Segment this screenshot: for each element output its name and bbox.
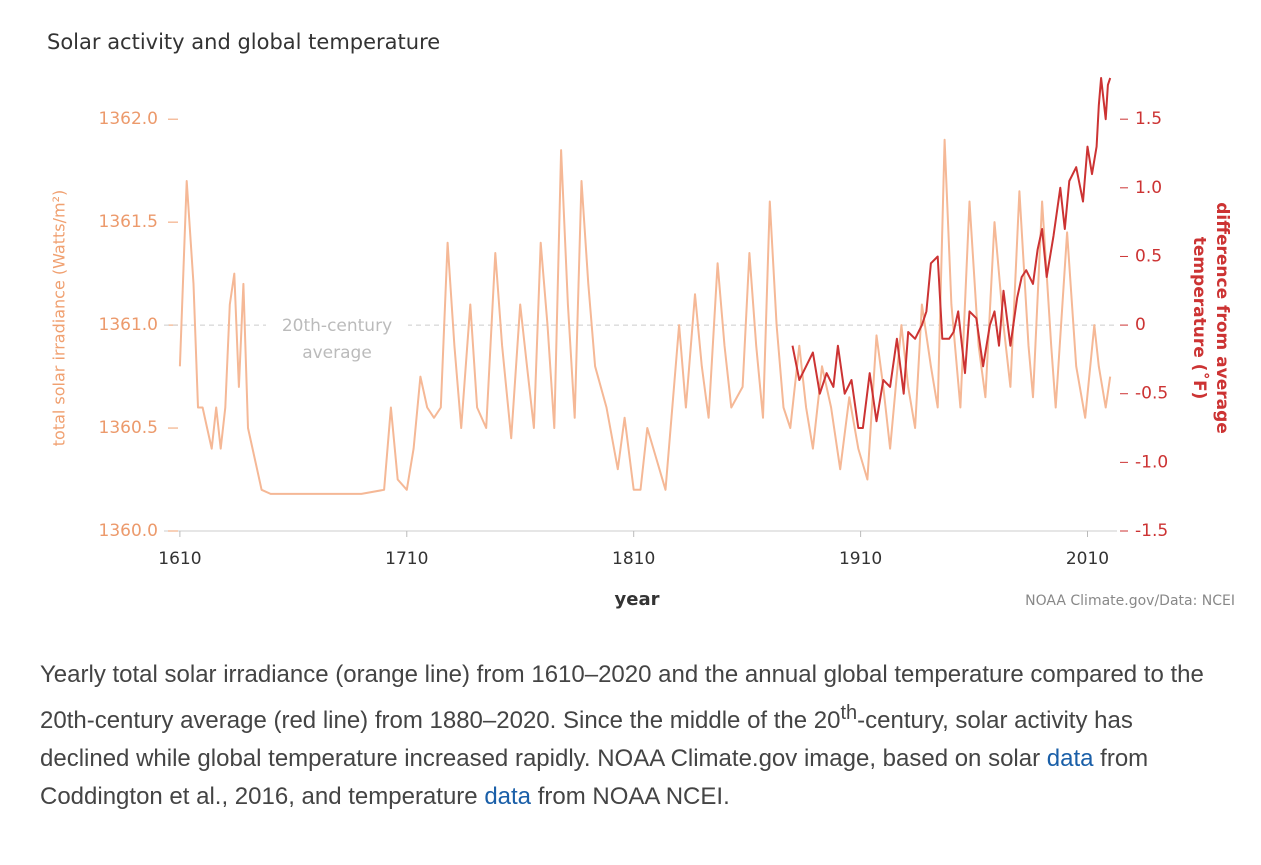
x-tick-label: 1910: [839, 549, 882, 569]
x-tick-label: 1710: [385, 549, 428, 569]
y-tick-label: 1362.0: [99, 109, 158, 129]
caption-text: from NOAA NCEI.: [531, 783, 730, 810]
y2-tick-label: 1.0: [1135, 178, 1162, 198]
caption: Yearly total solar irradiance (orange li…: [40, 656, 1220, 816]
x-tick-label: 2010: [1066, 549, 1109, 569]
y-tick-label: 1360.5: [99, 418, 158, 438]
y2-tick-label: 1.5: [1135, 109, 1162, 129]
source: NOAA Climate.gov/Data: NCEI: [1025, 593, 1235, 609]
y-tick-label: 1361.0: [99, 315, 158, 335]
chart: Solar activity and global temperature ye…: [47, 30, 1235, 610]
caption-text: from Coddington et al., 2016, and temper…: [40, 745, 1149, 810]
x-tick-label: 1810: [612, 549, 655, 569]
link[interactable]: data: [1046, 745, 1094, 772]
x-axis-label: year: [615, 589, 660, 610]
y-axis-label: total solar irradiance (Watts/m²): [50, 190, 69, 446]
y-tick-label: 1360.0: [99, 521, 158, 541]
y2-tick-label: -0.5: [1135, 384, 1168, 404]
y2-tick-label: -1.5: [1135, 521, 1168, 541]
caption-text: -century, solar activity has declined wh…: [40, 707, 1133, 772]
chart-title: Solar activity and global temperature: [47, 30, 440, 54]
y2-tick-label: 0.5: [1135, 246, 1162, 266]
reference-label: 20th-century: [282, 316, 392, 336]
y-tick-label: 1361.5: [99, 212, 158, 232]
link[interactable]: data: [484, 783, 532, 810]
y2-axis-label: difference from average: [1212, 202, 1232, 434]
caption-superscript: th: [840, 702, 858, 724]
series-line: [178, 138, 1112, 495]
y2-tick-label: -1.0: [1135, 452, 1168, 472]
x-tick-label: 1610: [158, 549, 201, 569]
y2-axis-label: temperature (˚F): [1189, 237, 1211, 400]
reference-label: average: [302, 343, 372, 363]
series-line: [791, 77, 1112, 429]
label-background: [266, 315, 408, 336]
caption-text: Yearly total solar irradiance (orange li…: [40, 661, 1204, 734]
y2-tick-label: 0: [1135, 315, 1146, 335]
